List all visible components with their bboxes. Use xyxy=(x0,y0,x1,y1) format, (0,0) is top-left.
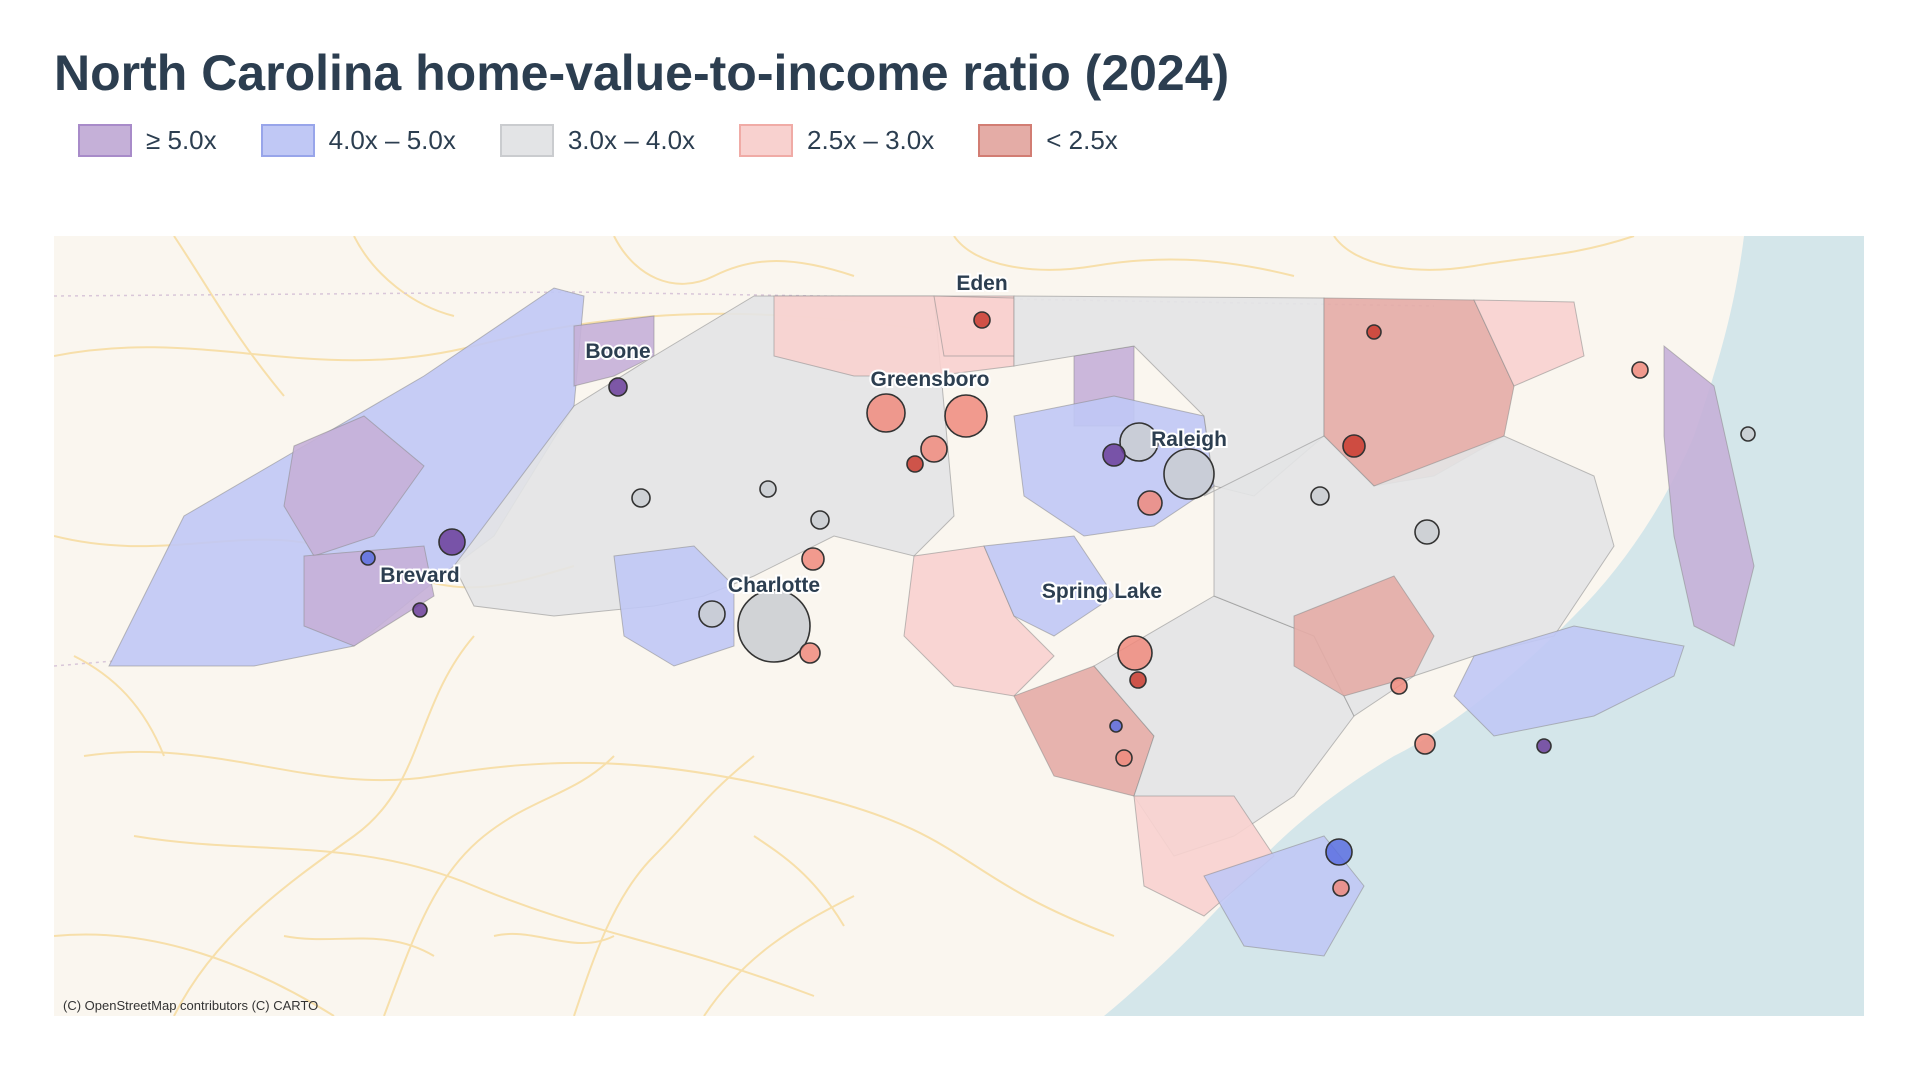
marker-lumberton xyxy=(1109,719,1123,733)
marker-winston-large xyxy=(866,393,906,433)
point-markers xyxy=(360,311,1756,897)
marker-wilmington xyxy=(1325,838,1353,866)
city-label-eden: Eden xyxy=(956,272,1007,295)
legend-swatch-4-5 xyxy=(260,123,315,157)
marker-boone xyxy=(608,377,628,397)
legend-label-ge-5: ≥ 5.0x xyxy=(146,124,217,155)
marker-morehead xyxy=(1536,738,1552,754)
city-label-charlotte: Charlotte xyxy=(728,574,820,597)
marker-rocky-mount xyxy=(1342,434,1366,458)
city-label-spring-lake: Spring Lake xyxy=(1042,580,1162,603)
marker-charlotte-large xyxy=(737,589,811,663)
legend-label-4-5: 4.0x – 5.0x xyxy=(328,124,456,155)
county-region-brevard xyxy=(283,415,425,557)
legend: ≥ 5.0x 4.0x – 5.0x 3.0x – 4.0x 2.5x – 3.… xyxy=(78,122,1162,158)
city-label-boone: Boone xyxy=(585,340,650,363)
marker-jacksonville xyxy=(1390,677,1408,695)
county-region-transylvania xyxy=(303,545,435,647)
county-region-northeast-light xyxy=(1473,299,1585,387)
county-region-piedmont-west xyxy=(453,295,955,617)
marker-sandhills xyxy=(1115,749,1133,767)
marker-elizabeth-city xyxy=(1631,361,1649,379)
marker-outer-banks xyxy=(1740,426,1756,442)
county-region-boone xyxy=(573,315,655,387)
city-label-brevard: Brevard xyxy=(380,564,459,587)
county-region-outer-banks xyxy=(1663,344,1755,647)
legend-label-3-4: 3.0x – 4.0x xyxy=(567,124,696,155)
marker-hickory xyxy=(631,488,651,508)
legend-swatch-2-5-3 xyxy=(739,123,794,157)
marker-greensboro-medium xyxy=(920,435,948,463)
marker-fayetteville xyxy=(1129,671,1147,689)
map-panel[interactable]: Eden Boone Greensboro Raleigh Brevard Ch… xyxy=(54,236,1864,1016)
marker-greensboro-red xyxy=(906,455,924,473)
city-labels: Eden Boone Greensboro Raleigh Brevard Ch… xyxy=(378,270,1229,605)
legend-label-lt-2-5: < 2.5x xyxy=(1046,124,1118,155)
marker-gastonia xyxy=(698,600,726,628)
city-label-raleigh: Raleigh xyxy=(1151,428,1227,451)
marker-chapel-hill xyxy=(1102,443,1126,467)
marker-asheville xyxy=(360,550,376,566)
marker-spring-lake xyxy=(1117,635,1153,671)
county-region-coastal-south xyxy=(1203,835,1365,957)
city-label-greensboro: Greensboro xyxy=(870,368,989,391)
legend-label-2-5-3: 2.5x – 3.0x xyxy=(807,124,935,155)
marker-brevard xyxy=(438,528,466,556)
marker-raleigh-south xyxy=(1137,490,1163,516)
legend-item-2-5-3: 2.5x – 3.0x xyxy=(739,123,935,157)
map-canvas[interactable]: Eden Boone Greensboro Raleigh Brevard Ch… xyxy=(54,236,1864,1016)
legend-swatch-3-4 xyxy=(499,123,554,157)
marker-raleigh-large xyxy=(1163,448,1215,500)
marker-northeast xyxy=(1366,324,1382,340)
marker-brevard-small xyxy=(412,602,428,618)
marker-salisbury xyxy=(810,510,830,530)
legend-swatch-ge-5 xyxy=(78,123,132,157)
marker-new-bern xyxy=(1414,733,1436,755)
ocean xyxy=(1104,236,1864,1016)
marker-greensboro-large xyxy=(944,394,988,438)
marker-charlotte-south xyxy=(799,642,821,664)
marker-charlotte-east xyxy=(801,547,825,571)
legend-item-lt-2-5: < 2.5x xyxy=(978,123,1118,157)
county-region-coastal-red xyxy=(1293,575,1435,697)
marker-durham xyxy=(1119,422,1159,462)
marker-statesville xyxy=(759,480,777,498)
legend-item-ge-5: ≥ 5.0x xyxy=(78,123,217,157)
legend-swatch-lt-2-5 xyxy=(978,123,1033,157)
legend-item-4-5: 4.0x – 5.0x xyxy=(260,123,456,157)
county-region-spring-lake xyxy=(983,535,1115,637)
map-title: North Carolina home-value-to-income rati… xyxy=(54,45,1230,101)
county-region-eden xyxy=(933,295,1015,357)
marker-greenville xyxy=(1414,519,1440,545)
marker-wilmington-south xyxy=(1332,879,1350,897)
legend-item-3-4: 3.0x – 4.0x xyxy=(499,123,696,157)
marker-eden xyxy=(973,311,991,329)
county-region-mecklenburg xyxy=(613,545,735,667)
map-attribution: (C) OpenStreetMap contributors (C) CARTO xyxy=(63,998,319,1013)
marker-goldsboro xyxy=(1310,486,1330,506)
county-region-carteret xyxy=(1453,625,1685,737)
